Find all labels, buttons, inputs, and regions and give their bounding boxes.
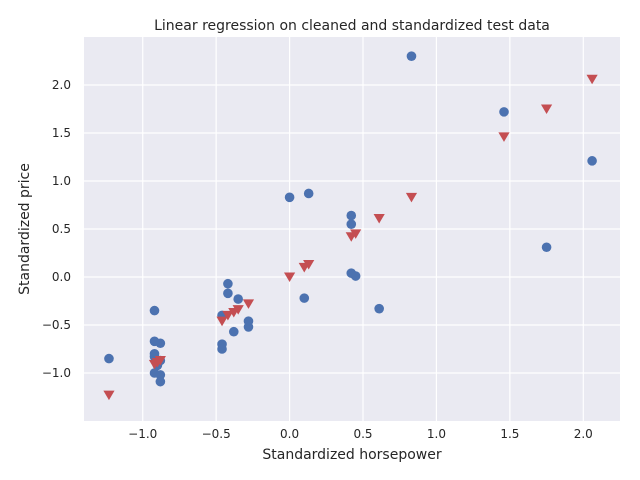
x-tick-label: 0.5 [353, 427, 372, 441]
data-point-circle [346, 210, 357, 221]
data-point-circle [346, 219, 357, 229]
y-tick-labels: −1.0 −0.5 0.0 0.5 1.0 1.5 2.0 [42, 78, 71, 380]
data-point-triangle [298, 262, 310, 273]
data-point-triangle [540, 104, 553, 115]
data-point-circle [233, 294, 243, 304]
data-point-circle [303, 188, 314, 199]
x-tick-label: 1.0 [427, 427, 446, 441]
data-point-triangle [498, 132, 510, 142]
data-point-triangle [103, 390, 115, 401]
data-point-circle [541, 242, 552, 253]
y-tick-label: 2.0 [52, 78, 71, 92]
data-point-triangle [148, 359, 161, 370]
data-point-circle [104, 353, 114, 364]
data-point-circle [217, 344, 227, 354]
data-point-triangle [345, 232, 357, 242]
data-point-circle [406, 51, 417, 61]
y-tick-label: 1.0 [52, 174, 71, 188]
y-tick-label: 1.5 [52, 126, 71, 140]
data-point-circle [299, 293, 310, 303]
data-point-circle [350, 271, 361, 281]
data-point-triangle [405, 192, 418, 203]
data-point-circle [155, 376, 166, 387]
data-point-circle [499, 107, 509, 117]
data-point-triangle [242, 299, 255, 309]
chart-title: Linear regression on cleaned and standar… [154, 18, 550, 34]
data-point-triangle [373, 213, 385, 224]
data-point-triangle [228, 308, 240, 318]
x-tick-labels: −1.0 −0.5 0.0 0.5 1.0 1.5 2.0 [128, 427, 593, 441]
data-point-triangle [586, 74, 598, 85]
x-tick-label: 1.5 [500, 427, 519, 441]
data-point-triangle [216, 316, 228, 327]
data-point-circle [587, 156, 597, 166]
y-tick-label: 0.0 [52, 270, 71, 284]
data-point-circle [155, 338, 166, 349]
data-point-triangle [222, 310, 234, 321]
data-points [103, 51, 598, 401]
x-tick-label: 0.0 [280, 427, 299, 441]
data-point-circle [149, 305, 160, 316]
data-point-circle [374, 303, 384, 314]
data-point-circle [155, 370, 166, 380]
y-tick-label: −0.5 [42, 318, 71, 332]
data-point-circle [228, 326, 239, 337]
data-point-circle [223, 278, 233, 289]
data-point-circle [223, 288, 233, 299]
x-axis-title: Standardized horsepower [262, 447, 441, 463]
y-tick-label: 0.5 [52, 222, 71, 236]
x-tick-label: −1.0 [128, 427, 157, 441]
y-axis-title: Standardized price [17, 163, 33, 295]
data-point-triangle [283, 272, 296, 283]
data-point-circle [284, 192, 295, 203]
x-tick-label: 2.0 [574, 427, 593, 441]
data-point-circle [243, 322, 254, 332]
y-tick-label: −1.0 [42, 366, 71, 380]
x-tick-label: −0.5 [202, 427, 231, 441]
series-1 [103, 74, 598, 401]
